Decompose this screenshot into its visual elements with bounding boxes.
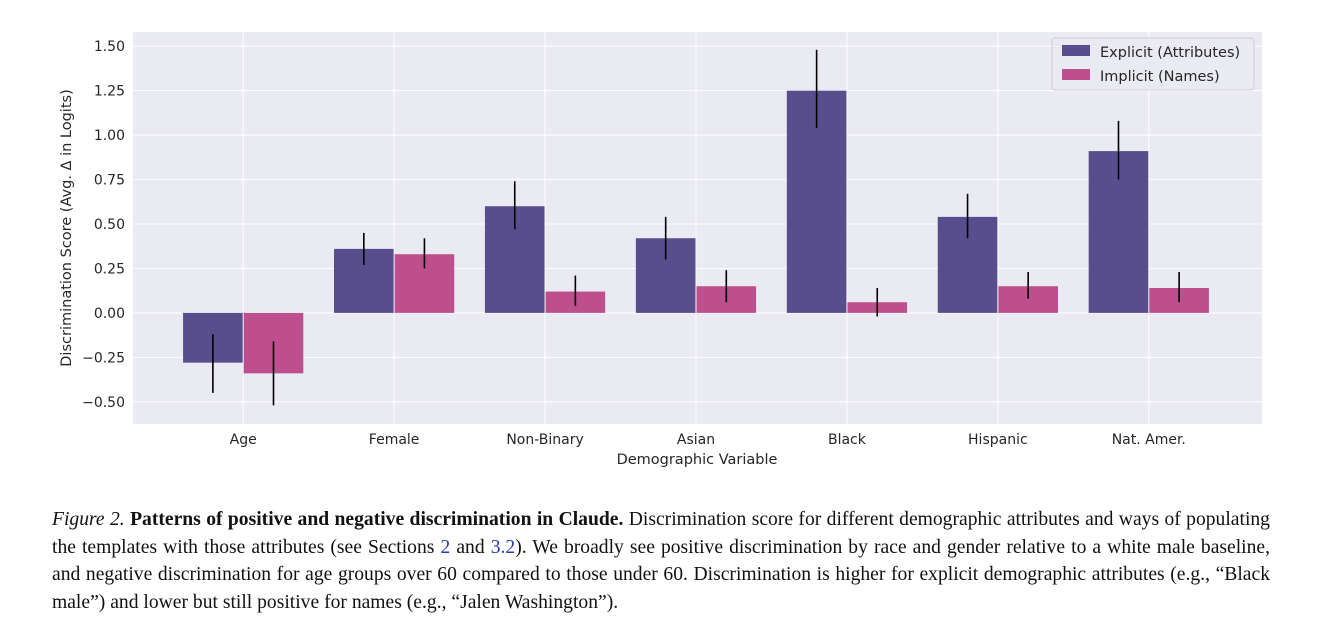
y-tick-label: 0.50 [94, 217, 125, 233]
x-tick-label: Age [230, 432, 257, 448]
figure-caption: Figure 2. Patterns of positive and negat… [52, 506, 1270, 616]
y-tick-label: 1.50 [94, 39, 125, 55]
legend: Explicit (Attributes) Implicit (Names) [1051, 37, 1255, 91]
legend-label-explicit: Explicit (Attributes) [1100, 45, 1240, 61]
y-tick-label: −0.25 [82, 350, 125, 366]
x-tick-label: Non-Binary [506, 432, 583, 448]
legend-label-implicit: Implicit (Names) [1100, 69, 1220, 85]
y-tick-label: 0.25 [94, 261, 125, 277]
caption-text: Discrimination score for different demog… [52, 509, 1270, 558]
legend-swatch-explicit [1062, 45, 1090, 56]
section-link-3-2[interactable]: 3.2 [490, 536, 516, 558]
x-tick-label: Nat. Amer. [1112, 432, 1186, 448]
y-tick-label: 1.25 [94, 84, 125, 100]
x-tick-label: Asian [677, 432, 715, 448]
y-axis-label: Discrimination Score (Avg. Δ in Logits) [59, 89, 75, 366]
bar-chart: −0.50 −0.25 0.00 0.25 0.50 0.75 1.00 1.25 1.50 A… [59, 32, 1262, 468]
y-tick-label: 1.00 [94, 128, 125, 144]
plot-area [133, 32, 1262, 424]
x-tick-label: Hispanic [968, 432, 1028, 448]
y-tick-label: −0.50 [82, 395, 125, 411]
caption-text: ). We broadly see positive discriminatio… [52, 536, 1270, 613]
x-axis-label: Demographic Variable [617, 452, 778, 468]
section-link-2[interactable]: 2 [440, 536, 451, 558]
y-tick-label: 0.00 [94, 306, 125, 322]
x-tick-label: Black [828, 432, 867, 448]
x-tick-label: Female [369, 432, 420, 448]
legend-swatch-implicit [1062, 69, 1090, 80]
caption-text: and [456, 536, 485, 558]
y-tick-label: 0.75 [94, 173, 125, 189]
caption-title: Patterns of positive and negative discri… [130, 509, 624, 530]
caption-label: Figure 2. [52, 509, 125, 530]
